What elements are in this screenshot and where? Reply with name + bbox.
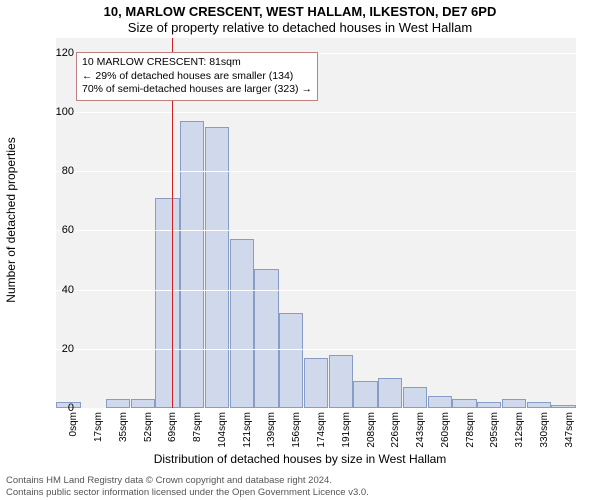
bar bbox=[452, 399, 476, 408]
title-address: 10, MARLOW CRESCENT, WEST HALLAM, ILKEST… bbox=[0, 0, 600, 19]
x-tick-label: 208sqm bbox=[366, 412, 377, 456]
bar bbox=[230, 239, 254, 408]
bar bbox=[279, 313, 303, 408]
footer-line1: Contains HM Land Registry data © Crown c… bbox=[6, 475, 369, 486]
y-tick-label: 20 bbox=[50, 343, 74, 355]
bar bbox=[353, 381, 377, 408]
x-axis-label: Distribution of detached houses by size … bbox=[0, 452, 600, 466]
gridline bbox=[56, 171, 576, 172]
bar bbox=[403, 387, 427, 408]
y-tick-label: 80 bbox=[50, 165, 74, 177]
x-tick-label: 330sqm bbox=[539, 412, 550, 456]
y-tick-label: 40 bbox=[50, 284, 74, 296]
x-tick-label: 312sqm bbox=[514, 412, 525, 456]
callout-line2: ← 29% of detached houses are smaller (13… bbox=[82, 70, 312, 84]
footer-line2: Contains public sector information licen… bbox=[6, 487, 369, 498]
bar bbox=[329, 355, 353, 408]
x-tick-label: 260sqm bbox=[440, 412, 451, 456]
x-tick-label: 295sqm bbox=[489, 412, 500, 456]
x-tick-label: 191sqm bbox=[341, 412, 352, 456]
x-tick-label: 139sqm bbox=[266, 412, 277, 456]
bar bbox=[155, 198, 179, 408]
gridline bbox=[56, 408, 576, 409]
gridline bbox=[56, 349, 576, 350]
chart-container: 10, MARLOW CRESCENT, WEST HALLAM, ILKEST… bbox=[0, 0, 600, 500]
y-tick-label: 100 bbox=[50, 106, 74, 118]
bar bbox=[180, 121, 204, 408]
x-tick-label: 104sqm bbox=[217, 412, 228, 456]
callout-box: 10 MARLOW CRESCENT: 81sqm ← 29% of detac… bbox=[76, 52, 318, 101]
bar bbox=[131, 399, 155, 408]
x-tick-label: 278sqm bbox=[465, 412, 476, 456]
x-tick-label: 243sqm bbox=[415, 412, 426, 456]
x-tick-label: 226sqm bbox=[390, 412, 401, 456]
x-tick-label: 347sqm bbox=[564, 412, 575, 456]
bar bbox=[304, 358, 328, 408]
x-tick-label: 69sqm bbox=[167, 412, 178, 456]
bar bbox=[428, 396, 452, 408]
callout-line1: 10 MARLOW CRESCENT: 81sqm bbox=[82, 56, 312, 70]
x-tick-label: 121sqm bbox=[242, 412, 253, 456]
bar bbox=[106, 399, 130, 408]
callout-line3: 70% of semi-detached houses are larger (… bbox=[82, 83, 312, 97]
plot-area: 10 MARLOW CRESCENT: 81sqm ← 29% of detac… bbox=[56, 38, 576, 408]
gridline bbox=[56, 230, 576, 231]
y-tick-label: 120 bbox=[50, 47, 74, 59]
title-subtitle: Size of property relative to detached ho… bbox=[0, 19, 600, 35]
gridline bbox=[56, 112, 576, 113]
y-axis-label: Number of detached properties bbox=[4, 137, 18, 302]
bar bbox=[502, 399, 526, 408]
x-tick-label: 156sqm bbox=[291, 412, 302, 456]
y-tick-label: 60 bbox=[50, 224, 74, 236]
x-tick-label: 52sqm bbox=[143, 412, 154, 456]
x-tick-label: 174sqm bbox=[316, 412, 327, 456]
x-tick-label: 17sqm bbox=[93, 412, 104, 456]
gridline bbox=[56, 290, 576, 291]
x-tick-label: 87sqm bbox=[192, 412, 203, 456]
footer-attribution: Contains HM Land Registry data © Crown c… bbox=[6, 475, 369, 498]
x-tick-label: 0sqm bbox=[68, 412, 79, 456]
bar bbox=[205, 127, 229, 408]
bar bbox=[378, 378, 402, 408]
x-tick-label: 35sqm bbox=[118, 412, 129, 456]
